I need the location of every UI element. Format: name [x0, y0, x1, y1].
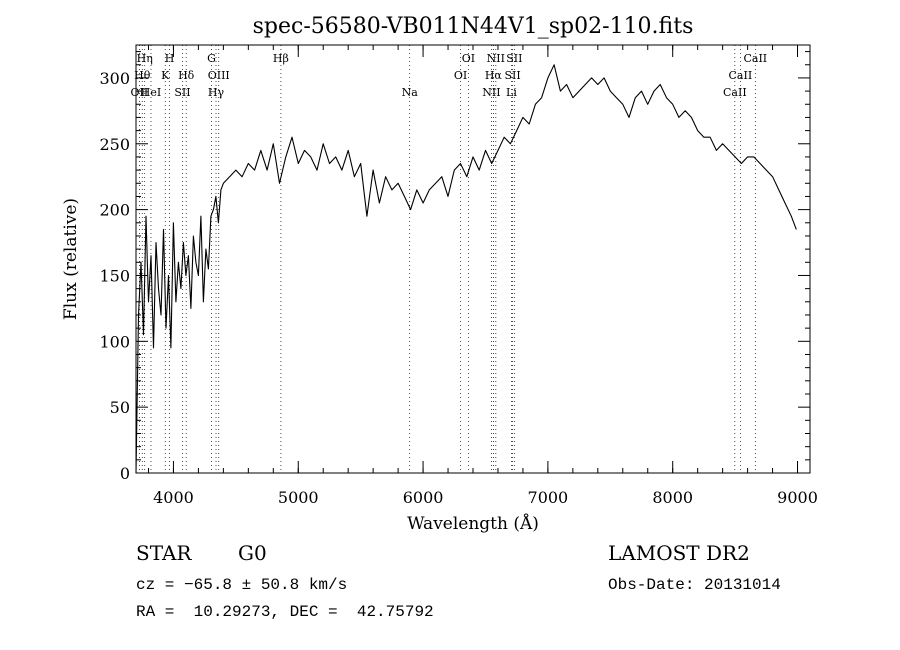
line-marker-label: K	[161, 69, 170, 82]
line-marker-label: NII	[482, 86, 500, 99]
line-marker-label: CaII	[743, 52, 767, 65]
line-marker-label: Hγ	[208, 86, 225, 99]
y-axis-label: Flux (relative)	[61, 198, 81, 320]
line-marker-label: Hα	[485, 69, 503, 82]
x-tick-label: 5000	[278, 488, 319, 507]
line-marker-label: Hβ	[273, 52, 289, 65]
line-marker-label: OI	[454, 69, 467, 82]
x-axis-label: Wavelength (Å)	[407, 513, 539, 534]
line-marker-label: Na	[402, 86, 419, 99]
spectrum-line	[136, 65, 796, 473]
line-marker-label: Hδ	[178, 69, 195, 82]
y-tick-label: 150	[99, 266, 130, 285]
x-tick-label: 6000	[403, 488, 444, 507]
line-marker-label: Hη	[137, 52, 153, 65]
object-type: STAR	[136, 541, 191, 565]
line-marker-label: CaII	[723, 86, 747, 99]
x-tick-label: 4000	[153, 488, 194, 507]
y-tick-label: 0	[120, 464, 130, 483]
line-marker-label: Li	[506, 86, 517, 99]
line-marker-label: OI	[462, 52, 475, 65]
line-marker-label: CaII	[729, 69, 753, 82]
object-class: G0	[238, 541, 267, 565]
plot-frame	[136, 45, 810, 473]
line-marker-label: G	[207, 52, 216, 65]
y-tick-label: 250	[99, 135, 130, 154]
line-marker-label: OIII	[208, 69, 230, 82]
line-marker-label: SII	[506, 52, 522, 65]
line-marker-label: SII	[504, 69, 520, 82]
line-marker-label: SII	[174, 86, 190, 99]
y-tick-label: 100	[99, 332, 130, 351]
line-marker-label: H	[165, 52, 175, 65]
line-marker-label: HeI	[141, 86, 161, 99]
survey-name: LAMOST DR2	[608, 541, 750, 565]
y-tick-label: 200	[99, 201, 130, 220]
chart-title: spec-56580-VB011N44V1_sp02-110.fits	[253, 14, 694, 39]
line-marker-label: Hθ	[134, 69, 151, 82]
line-marker-label: NII	[487, 52, 505, 65]
x-tick-label: 7000	[528, 488, 569, 507]
x-tick-label: 9000	[777, 488, 818, 507]
x-tick-label: 8000	[652, 488, 693, 507]
y-tick-label: 50	[110, 398, 130, 417]
y-tick-label: 300	[99, 69, 130, 88]
redshift-cz: cz = −65.8 ± 50.8 km/s	[136, 576, 347, 594]
ra-dec: RA = 10.29273, DEC = 42.75792	[136, 603, 434, 621]
obs-date: Obs-Date: 20131014	[608, 576, 781, 594]
